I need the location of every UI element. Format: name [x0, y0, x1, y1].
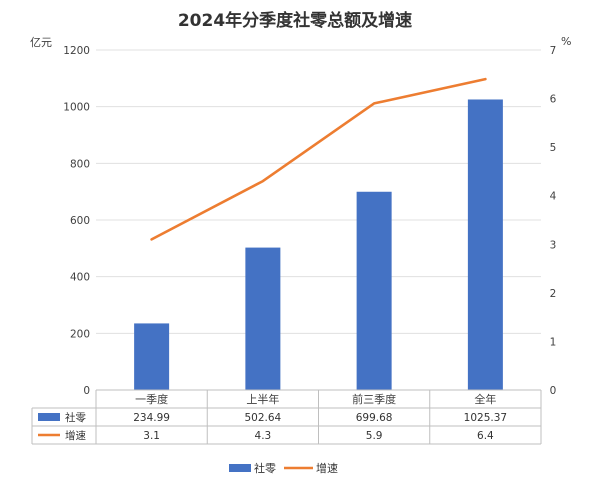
- bar-series: [134, 99, 503, 390]
- growth-line: [150, 77, 487, 241]
- data-label: 699.68: [356, 412, 393, 424]
- data-label: 6.4: [477, 430, 494, 442]
- chart-title: 2024年分季度社零总额及增速: [178, 10, 412, 31]
- data-label: 234.99: [133, 412, 170, 424]
- left-tick-label: 200: [70, 328, 90, 340]
- right-tick-label: 6: [550, 94, 557, 106]
- data-label: 3.1: [143, 430, 160, 442]
- category-label: 全年: [474, 392, 496, 406]
- right-axis-ticks: 0 1 2 3 4 5 6 7: [550, 45, 557, 397]
- table-key-bar: [38, 413, 60, 421]
- left-axis-ticks: 0 200 400 600 800 1000 1200: [63, 45, 90, 397]
- legend-label: 增速: [316, 461, 338, 475]
- left-tick-label: 400: [70, 272, 90, 284]
- data-label: 5.9: [366, 430, 383, 442]
- category-label: 一季度: [135, 392, 168, 406]
- table-series-name: 社零: [65, 411, 86, 424]
- category-label: 上半年: [246, 392, 279, 406]
- right-tick-label: 0: [550, 385, 557, 397]
- bar-2: [245, 247, 281, 390]
- right-tick-label: 7: [550, 45, 557, 57]
- right-tick-label: 5: [550, 142, 557, 154]
- data-label: 502.64: [245, 412, 282, 424]
- left-axis-unit: 亿元: [30, 36, 52, 49]
- left-tick-label: 1000: [63, 102, 90, 114]
- gridlines: [96, 49, 541, 391]
- legend: 社零 增速: [229, 461, 338, 475]
- bar-4: [467, 99, 503, 390]
- data-label: 1025.37: [464, 412, 507, 424]
- left-tick-label: 600: [70, 215, 90, 227]
- right-tick-label: 3: [550, 239, 557, 251]
- legend-key-bar: [229, 464, 251, 472]
- left-tick-label: 0: [83, 385, 90, 397]
- bar-3: [356, 191, 392, 390]
- left-tick-label: 800: [70, 158, 90, 170]
- right-axis-unit: %: [561, 35, 571, 48]
- right-tick-label: 2: [550, 288, 557, 300]
- category-label: 前三季度: [352, 392, 396, 406]
- right-tick-label: 4: [550, 191, 557, 203]
- line-series: [150, 77, 487, 241]
- right-tick-label: 1: [550, 336, 557, 348]
- legend-label: 社零: [254, 461, 276, 475]
- left-tick-label: 1200: [63, 45, 90, 57]
- table-series-name: 增速: [65, 429, 86, 442]
- bar-1: [134, 323, 170, 390]
- data-label: 4.3: [255, 430, 272, 442]
